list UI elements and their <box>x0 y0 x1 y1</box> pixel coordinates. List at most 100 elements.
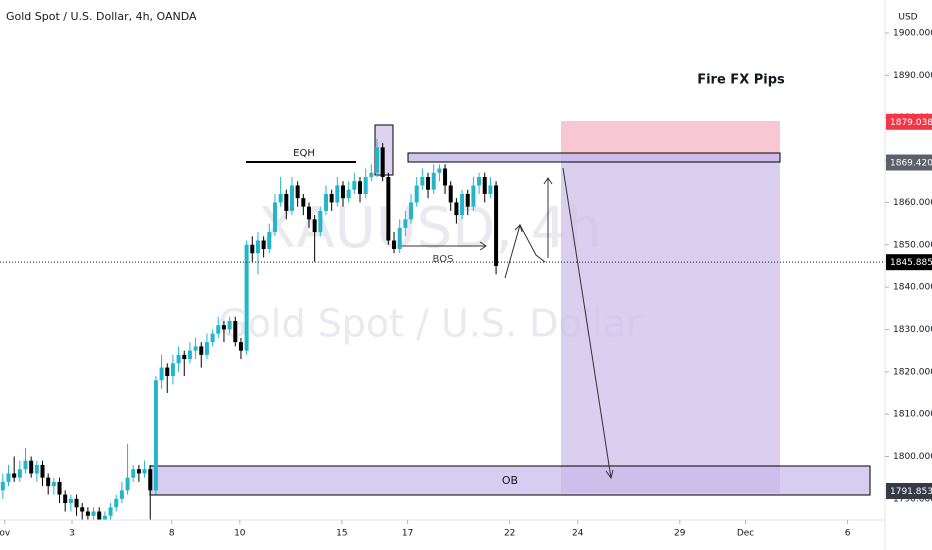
candle-body <box>255 240 260 254</box>
candle-body <box>278 193 283 203</box>
candle-body <box>267 232 272 249</box>
candle-body <box>125 477 130 491</box>
candle-body <box>312 219 317 233</box>
candle-body <box>91 511 96 516</box>
x-tick-label: 8 <box>169 529 175 539</box>
candle-body <box>443 168 448 186</box>
candle-body <box>187 350 192 360</box>
candle-body <box>448 185 453 203</box>
candle-body <box>272 202 277 233</box>
candle-body <box>0 481 5 491</box>
candle-body <box>375 147 380 173</box>
candle-body <box>346 189 351 199</box>
candle-body <box>40 464 45 478</box>
candle-body <box>494 185 499 266</box>
x-tick-label: 3 <box>69 529 75 539</box>
x-tick-label: 6 <box>845 529 851 539</box>
candle-body <box>397 227 402 249</box>
arrow-head <box>479 241 487 251</box>
candle-body <box>471 185 476 207</box>
candle-body <box>386 177 391 241</box>
price-label: 1869.420 <box>890 159 932 169</box>
x-tick-label: 15 <box>336 529 347 539</box>
y-tick-label: 1850.000 <box>893 240 932 250</box>
x-tick-label: 10 <box>234 529 246 539</box>
candle-body <box>34 464 39 474</box>
candle-body <box>295 185 300 199</box>
candle-body <box>301 198 306 207</box>
candle-body <box>102 515 107 520</box>
candle-body <box>488 185 493 194</box>
candle-body <box>409 202 414 220</box>
candle-body <box>85 511 90 516</box>
price-label-box <box>886 113 932 130</box>
y-tick-label: 1810.000 <box>893 410 932 420</box>
x-tick-label: 29 <box>674 529 686 539</box>
candle-body <box>63 494 68 504</box>
arrow-head <box>543 177 553 185</box>
currency-label: USD <box>898 13 917 23</box>
y-tick-label: 1830.000 <box>893 325 932 335</box>
candle-body <box>74 498 79 508</box>
arrow-head <box>514 224 523 233</box>
candle-body <box>306 206 311 220</box>
x-tick-label: Dec <box>737 529 754 539</box>
candle-body <box>341 185 346 199</box>
candle-body <box>153 380 158 491</box>
price-label: 1879.038 <box>890 118 932 128</box>
candle-body <box>97 511 102 520</box>
candle-body <box>199 346 204 355</box>
eqh-label: EQH <box>293 148 315 159</box>
candle-body <box>244 244 249 351</box>
candle-body <box>414 185 419 203</box>
candle-body <box>210 333 215 343</box>
candle-body <box>193 346 198 351</box>
candle-body <box>51 481 56 487</box>
stop-zone <box>561 121 780 157</box>
candle-body <box>403 219 408 228</box>
y-tick-label: 1860.000 <box>893 198 932 208</box>
candle-body <box>392 240 397 249</box>
candle-body <box>80 507 85 512</box>
y-tick-label: 1820.000 <box>893 367 932 377</box>
candle-body <box>68 498 73 504</box>
candle-body <box>329 193 334 203</box>
candle-body <box>420 177 425 186</box>
candle-body <box>221 325 226 330</box>
candle-body <box>23 460 28 470</box>
candle-body <box>250 244 255 254</box>
x-tick-label: 22 <box>504 529 515 539</box>
candle-body <box>17 469 22 478</box>
candle-body <box>261 240 266 249</box>
y-tick-label: 1840.000 <box>893 283 932 293</box>
candle-body <box>233 320 238 343</box>
brand-label: Fire FX Pips <box>697 73 785 88</box>
candle-body <box>437 168 442 173</box>
candle-body <box>460 193 465 216</box>
bos-label: BOS <box>433 254 454 265</box>
candle-body <box>204 342 209 355</box>
candle-body <box>284 193 289 211</box>
candle-body <box>289 185 294 211</box>
path-arrow <box>504 223 546 279</box>
price-label-box <box>886 154 932 171</box>
target-zone <box>561 157 780 493</box>
y-tick-label: 1890.000 <box>893 71 932 81</box>
candle-body <box>380 147 385 178</box>
candle-body <box>136 469 141 474</box>
price-label-box <box>886 482 932 499</box>
candle-body <box>465 193 470 207</box>
candle-body <box>46 477 51 487</box>
candle-body <box>352 181 357 190</box>
candle-body <box>108 507 113 516</box>
candle-body <box>323 193 328 211</box>
candle-body <box>148 469 153 491</box>
candle-body <box>431 172 436 190</box>
candle-body <box>238 342 243 351</box>
candle-body <box>131 469 136 478</box>
candle-body <box>216 325 221 334</box>
candle-body <box>477 177 482 186</box>
candle-body <box>6 473 11 482</box>
